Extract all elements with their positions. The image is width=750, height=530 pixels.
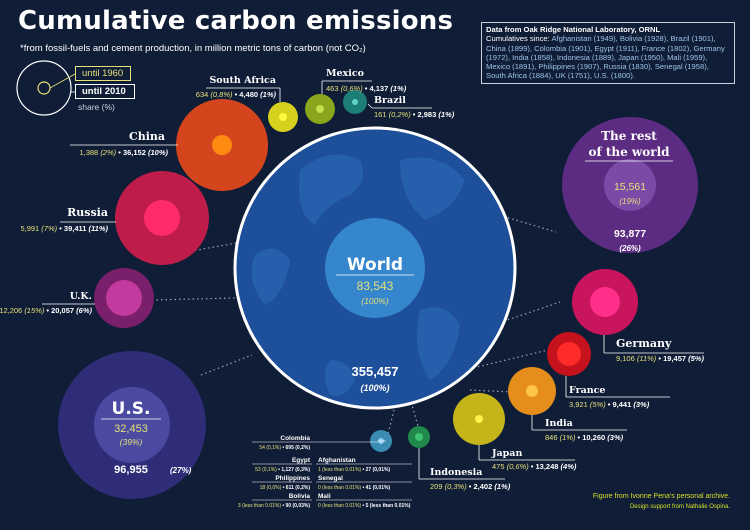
value-rest-1960: 15,561 bbox=[614, 181, 646, 193]
bubble-world-1960 bbox=[325, 218, 425, 318]
bubble-u-s-1960 bbox=[94, 387, 170, 463]
connector-8 bbox=[469, 389, 513, 393]
label-rest-name-2: of the world bbox=[588, 145, 670, 159]
label-india-values: 846 (1%) • 10,260 (3%) bbox=[545, 433, 624, 442]
bubble-russia-1960 bbox=[144, 200, 180, 236]
label-philippines-values: 18 (0,0%) • 611 (0,2%) bbox=[260, 485, 311, 491]
label-bolivia-name: Bolivia bbox=[289, 493, 311, 500]
share-world-1960: (100%) bbox=[361, 296, 389, 306]
bubble-mexico-1960 bbox=[316, 105, 324, 113]
label-senegal-name: Senegal bbox=[318, 475, 343, 482]
label-afghanistan-values: 1 (less than 0.01%) • 27 (0,01%) bbox=[318, 467, 390, 473]
bubble-china-1960 bbox=[212, 135, 232, 155]
bubble-indonesia-1960 bbox=[415, 433, 423, 441]
label-rest-name-1: The rest bbox=[601, 129, 657, 143]
label-mali-values: 0 (less than 0.01%) • 5 (less than 0.01%… bbox=[318, 503, 411, 509]
label-japan-values: 475 (0,6%) • 13,248 (4%) bbox=[492, 462, 577, 471]
legend-share-label: share (%) bbox=[78, 102, 115, 112]
label-colombia-values: 54 (0,1%) • 695 (0,2%) bbox=[259, 445, 310, 451]
label-russia-name: Russia bbox=[67, 206, 108, 219]
credit-line-1: Figure from Ivonne Pena's personal archi… bbox=[592, 493, 730, 500]
label-u-k-name: U.K. bbox=[70, 291, 92, 302]
label-brazil-values: 161 (0,2%) • 2,983 (1%) bbox=[374, 110, 455, 119]
label-indonesia-values: 209 (0,3%) • 2,402 (1%) bbox=[430, 482, 511, 491]
share-rest-2010: (26%) bbox=[619, 244, 641, 253]
bubble-india-1960 bbox=[526, 385, 538, 397]
label-germany-name: Germany bbox=[616, 337, 672, 350]
label-china-values: 1,388 (2%) • 36,152 (10%) bbox=[79, 148, 168, 157]
value-us-1960: 32,453 bbox=[114, 423, 148, 435]
label-afghanistan-name: Afghanistan bbox=[318, 457, 356, 464]
label-india-name: India bbox=[545, 418, 573, 429]
label-brazil-name: Brazil bbox=[374, 95, 406, 106]
label-mexico-name: Mexico bbox=[326, 68, 364, 79]
label-japan-name: Japan bbox=[491, 448, 522, 459]
share-rest-1960: (19%) bbox=[619, 197, 641, 206]
label-france-name: France bbox=[569, 385, 605, 396]
legend-early-ring bbox=[37, 81, 51, 95]
value-rest-2010: 93,877 bbox=[614, 228, 646, 240]
connector-3 bbox=[481, 209, 557, 233]
bubble-the-rest-of-the-world-1960 bbox=[604, 159, 656, 211]
label-south-africa-values: 634 (0,8%) • 4,480 (1%) bbox=[196, 90, 277, 99]
label-u-k-values: 12,206 (15%) • 20,057 (6%) bbox=[0, 306, 92, 315]
chart-subtitle: *from fossil-fuels and cement production… bbox=[20, 43, 366, 54]
label-bolivia-values: 3 (less than 0.01%) • 90 (0,03%) bbox=[238, 503, 310, 509]
value-world-2010: 355,457 bbox=[352, 364, 399, 379]
legend-early-leader bbox=[49, 73, 76, 89]
bubble-france-1960 bbox=[557, 342, 581, 366]
label-world-name: World bbox=[347, 255, 403, 275]
label-germany-values: 9,106 (11%) • 19,457 (5%) bbox=[616, 354, 704, 363]
credit-line-2: Design support from Nathalie Ospina. bbox=[629, 504, 730, 510]
label-south-africa-name: South Africa bbox=[209, 75, 276, 86]
label-egypt-values: 53 (0,1%) • 1,127 (0,3%) bbox=[255, 467, 310, 473]
label-philippines-name: Philippines bbox=[275, 475, 310, 482]
connector-6 bbox=[387, 409, 395, 435]
label-indonesia-name: Indonesia bbox=[430, 467, 482, 478]
share-us-1960: (39%) bbox=[120, 437, 143, 447]
legend-late-ring bbox=[16, 60, 72, 116]
bubble-germany-1960 bbox=[590, 287, 620, 317]
connector-1 bbox=[151, 297, 237, 301]
share-us-2010: (27%) bbox=[170, 466, 192, 475]
bubble-u-k-1960 bbox=[106, 280, 142, 316]
label-france-values: 3,921 (5%) • 9,441 (3%) bbox=[569, 400, 650, 409]
bubble-brazil-1960 bbox=[352, 99, 358, 105]
credit-note: Figure from Ivonne Pena's personal archi… bbox=[593, 492, 730, 512]
label-brazil-leader bbox=[367, 103, 373, 109]
label-mali-name: Mali bbox=[318, 493, 331, 500]
chart-title: Cumulative carbon emissions bbox=[18, 6, 454, 36]
source-since-label: Cumulatives since: bbox=[486, 34, 550, 44]
legend-early-label: until 1960 bbox=[75, 66, 131, 81]
label-mexico-values: 463 (0,6%) • 4,137 (1%) bbox=[326, 84, 407, 93]
source-heading: Data from Oak Ridge National Laboratory,… bbox=[486, 25, 661, 34]
source-note: Data from Oak Ridge National Laboratory,… bbox=[481, 22, 735, 84]
globe-continents bbox=[251, 154, 465, 396]
label-china-name: China bbox=[129, 130, 165, 143]
legend-late-label: until 2010 bbox=[75, 84, 135, 99]
bubble-japan-1960 bbox=[475, 415, 483, 423]
source-since-list: Afghanistan (1949), Bolivia (1928), Braz… bbox=[486, 34, 725, 81]
bubble-south-africa-1960 bbox=[279, 113, 287, 121]
connector-2 bbox=[200, 354, 253, 376]
value-us-2010: 96,955 bbox=[114, 464, 148, 476]
label-us-name: U.S. bbox=[112, 399, 151, 419]
label-senegal-values: 0 (less than 0.01%) • 41 (0,01%) bbox=[318, 485, 390, 491]
share-world-2010: (100%) bbox=[360, 383, 389, 393]
value-world-1960: 83,543 bbox=[357, 279, 394, 293]
label-russia-values: 5,991 (7%) • 39,411 (11%) bbox=[20, 224, 108, 233]
label-colombia-name: Colombia bbox=[280, 435, 310, 442]
label-egypt-name: Egypt bbox=[292, 457, 311, 464]
